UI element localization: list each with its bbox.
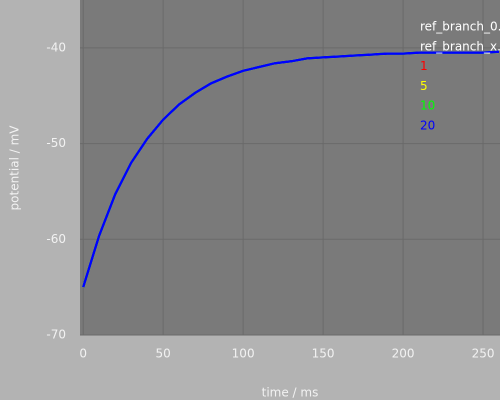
y-tick-label: -70: [46, 328, 66, 342]
x-tick-label: 250: [472, 347, 495, 361]
legend-entry: 5: [420, 79, 428, 93]
lines: [82, 50, 500, 288]
x-axis-label: time / ms: [262, 386, 319, 400]
x-tick-label: 100: [232, 347, 255, 361]
series-line: [82, 50, 500, 288]
legend-entry: 1: [420, 59, 428, 73]
y-tick-label: -40: [46, 40, 66, 54]
grid: [80, 0, 500, 336]
x-tick-label: 200: [392, 347, 415, 361]
x-tick-label: 0: [79, 347, 87, 361]
x-tick-label: 50: [156, 347, 171, 361]
legend-entry: ref_branch_x.: [420, 39, 500, 53]
y-axis-label: potential / mV: [8, 125, 22, 211]
legend-entry: 20: [420, 119, 435, 133]
y-tick-label: -50: [46, 136, 66, 150]
legend-entry: 10: [420, 99, 435, 113]
y-tick-label: -60: [46, 232, 66, 246]
legend-entry: ref_branch_0.: [420, 20, 500, 34]
plot-area: [80, 0, 500, 335]
x-tick-label: 150: [312, 347, 335, 361]
